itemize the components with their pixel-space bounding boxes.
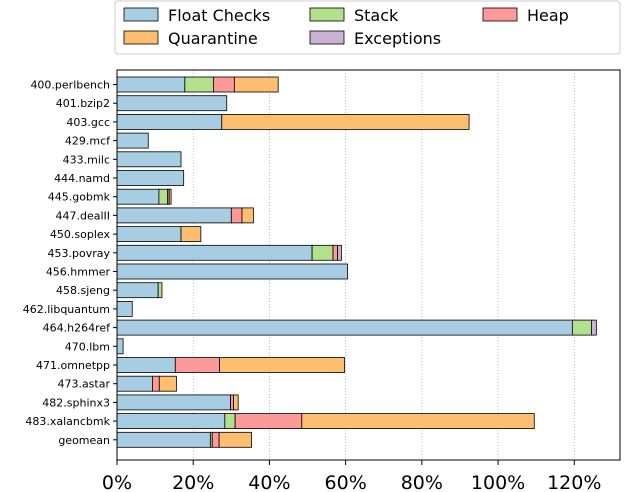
legend-swatch-exceptions <box>310 31 344 44</box>
bar-445-gobmk-float-checks <box>117 189 159 204</box>
y-tick-label-473-astar: 473.astar <box>57 378 110 391</box>
bar-458-sjeng-float-checks <box>117 283 158 298</box>
y-tick-label-470-lbm: 470.lbm <box>65 340 110 353</box>
y-tick-label-471-omnetpp: 471.omnetpp <box>36 359 110 372</box>
bar-464-h264ref-stack <box>572 320 591 335</box>
bar-429-mcf-float-checks <box>117 133 148 148</box>
bar-400-perlbench-quarantine <box>234 77 278 92</box>
bar-464-h264ref-float-checks <box>117 320 572 335</box>
y-tick-label-464-h264ref: 464.h264ref <box>43 322 112 335</box>
y-tick-label-geomean: geomean <box>58 434 110 447</box>
bar-400-perlbench-heap <box>213 77 234 92</box>
bar-geomean-heap <box>212 432 219 447</box>
bar-445-gobmk-quarantine <box>169 189 171 204</box>
bar-geomean-float-checks <box>117 432 210 447</box>
y-tick-label-433-milc: 433.milc <box>63 153 110 166</box>
bar-444-namd-float-checks <box>117 171 184 186</box>
bar-403-gcc-quarantine <box>222 114 469 129</box>
x-axis-ticks: 0% 20% 40% 60% 80% 100% 120% <box>102 460 602 492</box>
legend-label-exceptions: Exceptions <box>354 29 441 48</box>
legend-label-quarantine: Quarantine <box>168 29 258 48</box>
y-tick-label-447-dealii: 447.dealII <box>55 209 110 222</box>
bar-445-gobmk-stack <box>159 189 168 204</box>
bar-456-hmmer-float-checks <box>117 264 348 279</box>
bar-400-perlbench-stack <box>185 77 214 92</box>
y-tick-label-444-namd: 444.namd <box>54 172 110 185</box>
bar-453-povray-stack <box>312 245 333 260</box>
x-tick-label-40: 40% <box>248 472 290 492</box>
bar-471-omnetpp-quarantine <box>220 358 345 373</box>
bar-482-sphinx3-heap <box>231 395 234 410</box>
legend-label-float-checks: Float Checks <box>168 6 270 25</box>
x-tick-label-60: 60% <box>325 472 367 492</box>
bar-450-soplex-float-checks <box>117 227 181 242</box>
bar-473-astar-quarantine <box>159 376 176 391</box>
bar-447-dealii-float-checks <box>117 208 231 223</box>
y-tick-label-462-libquantum: 462.libquantum <box>23 303 110 316</box>
bar-483-xalancbmk-stack <box>225 414 235 429</box>
bar-482-sphinx3-quarantine <box>234 395 239 410</box>
bar-453-povray-float-checks <box>117 245 312 260</box>
bar-450-soplex-quarantine <box>181 227 201 242</box>
bar-471-omnetpp-heap <box>175 358 219 373</box>
x-tick-label-120: 120% <box>547 472 601 492</box>
bar-433-milc-float-checks <box>117 152 181 167</box>
y-tick-label-429-mcf: 429.mcf <box>65 135 111 148</box>
legend-label-stack: Stack <box>354 6 399 25</box>
y-axis-ticks: 400.perlbench 401.bzip2 403.gcc 429.mcf 433.… <box>23 79 117 447</box>
legend-swatch-quarantine <box>124 31 158 44</box>
legend-swatch-float-checks <box>124 8 158 21</box>
y-tick-label-401-bzip2: 401.bzip2 <box>56 97 110 110</box>
bar-453-povray-exceptions <box>338 245 342 260</box>
legend-label-heap: Heap <box>527 6 569 25</box>
y-tick-label-453-povray: 453.povray <box>48 247 111 260</box>
bar-483-xalancbmk-heap <box>235 414 302 429</box>
x-tick-label-80: 80% <box>401 472 443 492</box>
bar-447-dealii-quarantine <box>242 208 253 223</box>
bar-482-sphinx3-float-checks <box>117 395 231 410</box>
legend-swatch-stack <box>310 8 344 21</box>
bar-471-omnetpp-float-checks <box>117 358 175 373</box>
y-tick-label-483-xalancbmk: 483.xalancbmk <box>25 415 110 428</box>
bar-483-xalancbmk-quarantine <box>302 414 534 429</box>
bar-473-astar-heap <box>152 376 159 391</box>
bar-geomean-quarantine <box>219 432 251 447</box>
bar-400-perlbench-float-checks <box>117 77 185 92</box>
y-tick-label-450-soplex: 450.soplex <box>50 228 111 241</box>
bar-483-xalancbmk-float-checks <box>117 414 225 429</box>
y-tick-label-482-sphinx3: 482.sphinx3 <box>42 396 110 409</box>
y-tick-label-400-perlbench: 400.perlbench <box>30 79 110 92</box>
bar-473-astar-float-checks <box>117 376 152 391</box>
bar-458-sjeng-stack <box>158 283 162 298</box>
legend-swatch-heap <box>483 8 517 21</box>
bar-453-povray-heap <box>333 245 338 260</box>
y-tick-label-403-gcc: 403.gcc <box>66 116 110 129</box>
bar-462-libquantum-float-checks <box>117 301 132 316</box>
y-tick-label-458-sjeng: 458.sjeng <box>56 284 110 297</box>
x-tick-label-20: 20% <box>172 472 214 492</box>
bar-403-gcc-float-checks <box>117 114 222 129</box>
bar-401-bzip2-float-checks <box>117 96 227 111</box>
bar-447-dealii-heap <box>231 208 242 223</box>
x-tick-label-100: 100% <box>471 472 525 492</box>
bars <box>117 77 596 447</box>
y-tick-label-445-gobmk: 445.gobmk <box>48 191 111 204</box>
bar-464-h264ref-exceptions <box>591 320 596 335</box>
legend: Float Checks Stack Heap Quarantine Exception… <box>115 1 620 54</box>
x-tick-label-0: 0% <box>102 472 132 492</box>
bar-470-lbm-float-checks <box>117 339 123 354</box>
y-tick-label-456-hmmer: 456.hmmer <box>46 266 111 279</box>
